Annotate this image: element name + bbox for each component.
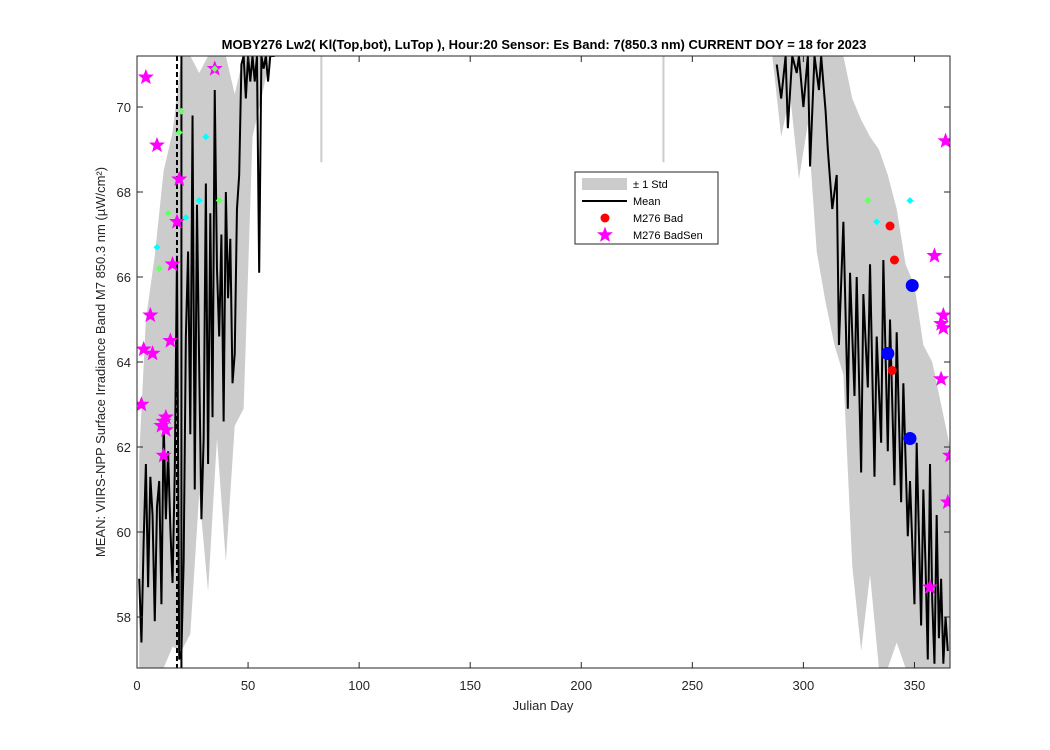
badsen-star-marker [935,319,950,335]
y-tick-label: 64 [117,355,131,370]
legend-label: ± 1 Std [633,179,668,191]
x-tick-label: 0 [133,678,140,693]
diamond-marker [177,107,185,115]
diamond-marker [906,197,914,204]
y-axis: 58 60 62 64 66 68 70 [117,100,950,625]
std-band-area [772,56,950,668]
badsen-star-marker [933,370,950,386]
badsen-star-marker [171,170,188,187]
badsen-star-marker [157,421,174,437]
x-axis: 0 50 100 150 200 250 300 350 [133,56,925,693]
diamond-marker [175,129,183,136]
diamond-marker [211,65,219,73]
badsen-star-marker [157,408,174,425]
badsen-star-marker [168,213,185,229]
legend-label: Mean [633,196,661,208]
chart-title: MOBY276 Lw2( Kl(Top,bot), LuTop ), Hour:… [222,37,867,52]
badsen-star-marker [921,578,939,595]
badsen-star-marker [137,340,152,357]
mean-line [775,56,949,664]
bad-circle-marker [885,221,895,231]
badsen-star-marker [164,255,181,272]
badsen-star-marker [144,345,161,361]
badsen-star-marker [941,447,950,463]
y-tick-label: 60 [117,525,131,540]
badsen-star-marker [137,68,154,85]
diamond-marker [195,197,203,204]
x-tick-label: 250 [681,678,703,693]
x-tick-label: 150 [459,678,481,693]
mean-line [138,56,275,660]
x-tick-label: 200 [570,678,592,693]
x-tick-label: 100 [348,678,370,693]
badsen-star-marker [935,306,950,323]
legend-star [596,226,614,242]
diamond-marker [182,214,190,221]
diamond-marker [155,265,163,272]
badsen-star-marker [137,396,150,412]
markers [137,60,950,595]
blue-circle-marker [903,432,917,445]
diamond-marker [873,218,881,226]
y-axis-label: MEAN: VIIRS-NPP Surface Irradiance Band … [93,167,108,557]
badsen-star-marker [926,247,943,263]
bad-circle-marker [887,366,897,375]
diamond-marker [202,133,210,141]
y-tick-label: 66 [117,270,131,285]
legend-patch [582,178,627,190]
badsen-star-marker [937,132,950,148]
y-tick-label: 70 [117,100,131,115]
badsen-star-marker [155,447,172,463]
x-axis-label: Julian Day [513,698,574,713]
y-tick-label: 58 [117,610,131,625]
y-tick-label: 68 [117,185,131,200]
legend-label: M276 Bad [633,213,683,225]
x-tick-label: 50 [241,678,255,693]
badsen-star-marker [162,332,179,348]
blue-circle-marker [905,279,919,292]
x-tick-label: 300 [793,678,815,693]
blue-circle-marker [881,347,895,360]
legend-label: M276 BadSen [633,230,703,242]
legend: ± 1 Std Mean M276 Bad M276 BadSen [574,171,719,245]
diamond-marker [164,209,172,217]
diamond-marker [864,197,872,204]
bad-circle-marker [889,255,899,265]
badsen-star-marker [148,136,166,153]
y-tick-label: 62 [117,440,131,455]
legend-circle [600,213,610,223]
badsen-star-marker [142,306,159,323]
current-doy-lines [175,56,183,668]
badsen-star-marker [939,493,950,510]
mean-lines [138,56,949,664]
diamond-marker [153,243,161,251]
diamond-marker [215,197,223,204]
x-tick-label: 350 [904,678,926,693]
